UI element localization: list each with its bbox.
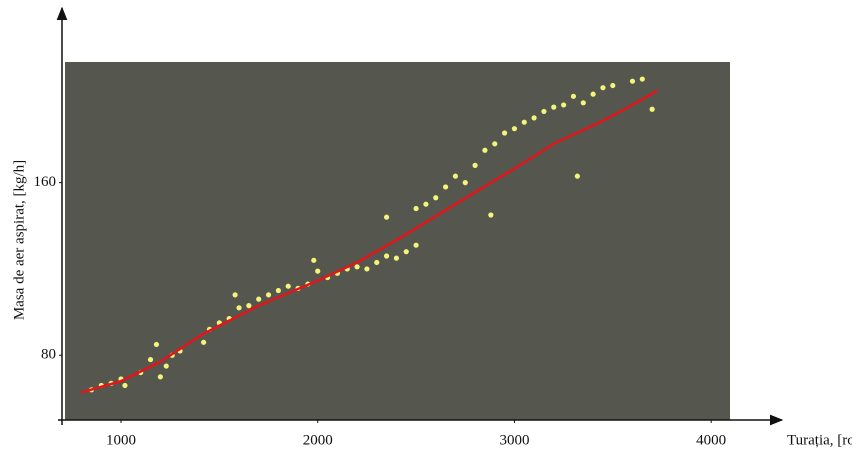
scatter-point xyxy=(158,374,163,379)
scatter-point xyxy=(640,76,645,81)
scatter-point xyxy=(266,292,271,297)
scatter-point xyxy=(512,126,517,131)
scatter-point xyxy=(354,264,359,269)
scatter-point xyxy=(571,94,576,99)
scatter-point xyxy=(413,243,418,248)
scatter-point xyxy=(315,269,320,274)
scatter-point xyxy=(154,342,159,347)
scatter-point xyxy=(492,141,497,146)
scatter-point xyxy=(532,115,537,120)
scatter-point xyxy=(443,184,448,189)
scatter-point xyxy=(148,357,153,362)
scatter-point xyxy=(488,212,493,217)
scatter-point xyxy=(600,85,605,90)
scatter-point xyxy=(256,297,261,302)
scatter-point xyxy=(610,83,615,88)
scatter-point xyxy=(472,163,477,168)
scatter-point xyxy=(164,363,169,368)
scatter-point xyxy=(575,174,580,179)
scatter-point xyxy=(433,195,438,200)
chart: Turația, [rot/min] Masa de aer aspirat, … xyxy=(0,0,852,454)
x-tick-label: 1000 xyxy=(106,432,136,448)
y-axis-label: Masa de aer aspirat, [kg/h] xyxy=(11,160,27,320)
scatter-point xyxy=(581,100,586,105)
scatter-point xyxy=(233,292,238,297)
scatter-point xyxy=(522,120,527,125)
scatter-point xyxy=(246,303,251,308)
y-tick-label: 160 xyxy=(34,174,57,190)
scatter-point xyxy=(630,79,635,84)
x-tick-label: 2000 xyxy=(303,432,333,448)
scatter-point xyxy=(502,130,507,135)
x-tick-label: 4000 xyxy=(696,432,726,448)
scatter-point xyxy=(276,288,281,293)
scatter-point xyxy=(236,305,241,310)
scatter-point xyxy=(591,92,596,97)
x-axis-label: Turația, [rot/min] xyxy=(787,432,852,448)
scatter-point xyxy=(561,102,566,107)
y-tick-label: 80 xyxy=(41,347,56,363)
scatter-point xyxy=(541,109,546,114)
scatter-point xyxy=(311,258,316,263)
scatter-point xyxy=(551,105,556,110)
scatter-point xyxy=(122,383,127,388)
scatter-point xyxy=(423,202,428,207)
scatter-point xyxy=(650,107,655,112)
scatter-point xyxy=(201,340,206,345)
scatter-point xyxy=(384,215,389,220)
x-tick-label: 3000 xyxy=(499,432,529,448)
scatter-point xyxy=(286,284,291,289)
scatter-point xyxy=(384,253,389,258)
scatter-point xyxy=(482,148,487,153)
scatter-point xyxy=(394,256,399,261)
scatter-point xyxy=(463,180,468,185)
scatter-point xyxy=(453,174,458,179)
scatter-point xyxy=(364,266,369,271)
scatter-point xyxy=(413,206,418,211)
scatter-point xyxy=(404,249,409,254)
scatter-point xyxy=(374,260,379,265)
